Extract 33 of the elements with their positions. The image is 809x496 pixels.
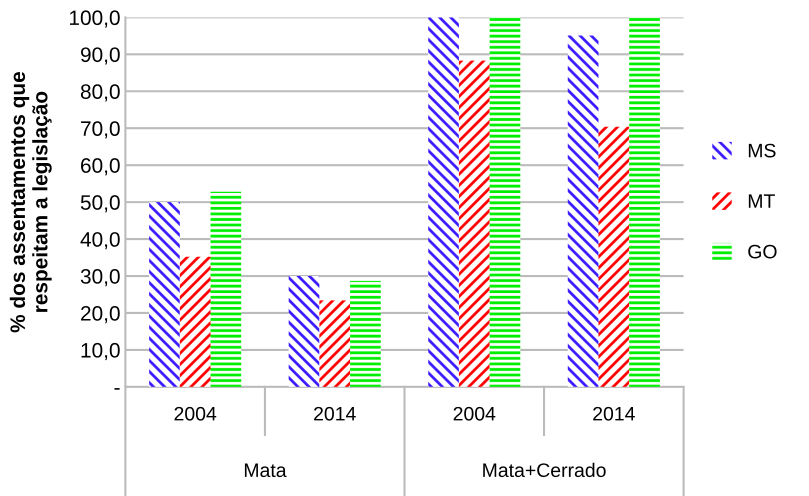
bar — [428, 17, 459, 387]
x-tick-label: 2014 — [593, 406, 635, 421]
y-tick-label: 100,0 — [70, 10, 120, 28]
legend-label: GO — [748, 244, 777, 258]
y-tick-label: 60,0 — [81, 158, 120, 176]
bar — [568, 35, 598, 387]
bar — [458, 60, 490, 387]
y-tick-label: 50,0 — [80, 195, 120, 212]
text: Mata+Cerrado — [483, 462, 606, 478]
bar — [210, 192, 242, 387]
y-tick-label: 30,0 — [80, 269, 120, 286]
bar — [598, 126, 630, 387]
text: Mata — [244, 464, 287, 478]
bar — [490, 17, 520, 387]
y-tick-label: 10,0 — [82, 342, 120, 360]
y-tick-label: 20,0 — [81, 306, 120, 324]
x-tick-label: 2014 — [314, 406, 356, 421]
x-tick-label: 2004 — [454, 406, 496, 421]
y-tick-label: 70,0 — [81, 121, 120, 138]
bar — [288, 276, 320, 387]
y-tick-label: 90,0 — [80, 47, 120, 65]
bar — [180, 256, 211, 387]
bar — [629, 17, 660, 387]
bar — [149, 202, 180, 387]
bar — [350, 280, 381, 387]
bar — [319, 300, 350, 387]
x-tick-label: 2004 — [174, 406, 216, 421]
y-tick-label: 40,0 — [80, 232, 120, 250]
y-tick-label: 80,0 — [80, 84, 120, 102]
legend-label: MT — [748, 194, 775, 208]
legend-label: MS — [748, 144, 776, 158]
y-axis-title: % dos assentamentos que respeitam a legislação — [10, 72, 52, 332]
y-tick-label: - — [114, 388, 120, 390]
